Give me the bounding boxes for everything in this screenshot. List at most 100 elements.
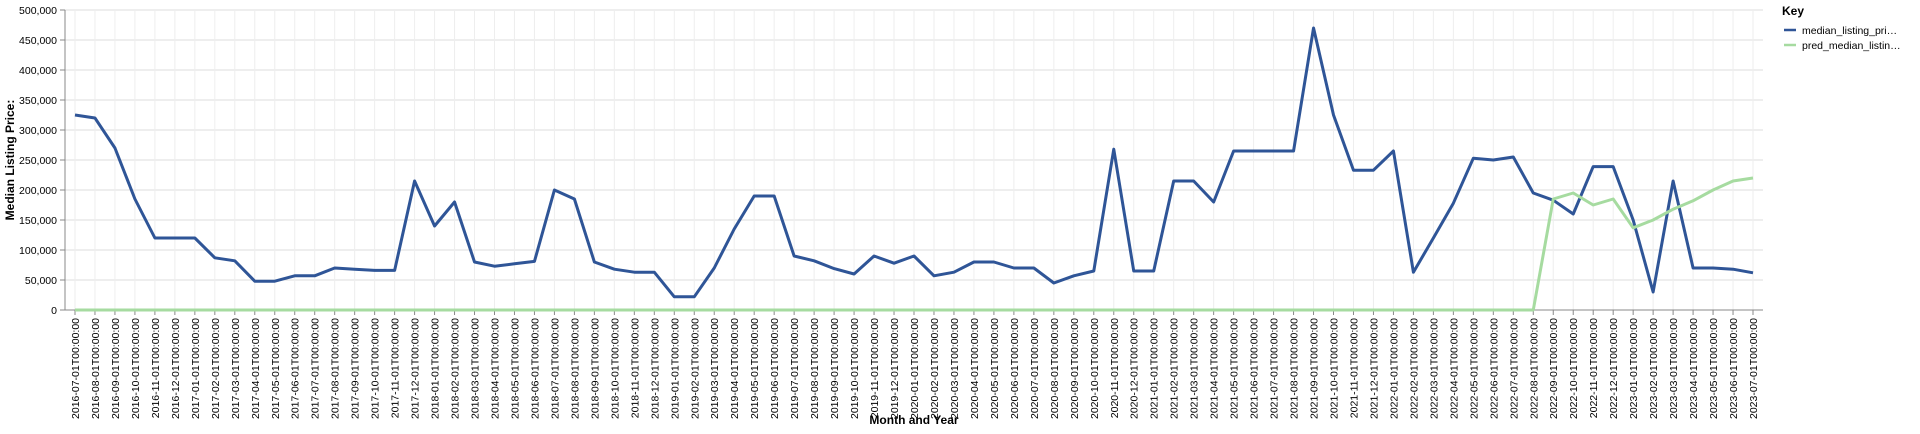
x-tick-label: 2022-12-01T00:00:00 xyxy=(1608,318,1620,419)
x-tick-label: 2018-11-01T00:00:00 xyxy=(629,318,641,418)
x-tick-label: 2019-08-01T00:00:00 xyxy=(809,318,821,419)
x-tick-label: 2023-04-01T00:00:00 xyxy=(1688,318,1700,419)
y-tick-label: 100,000 xyxy=(19,245,57,257)
x-tick-label: 2022-01-01T00:00:00 xyxy=(1388,318,1400,419)
x-tick-label: 2018-01-01T00:00:00 xyxy=(430,318,442,419)
x-tick-label: 2017-05-01T00:00:00 xyxy=(270,318,282,419)
x-tick-label: 2016-08-01T00:00:00 xyxy=(90,318,102,419)
x-tick-label: 2017-10-01T00:00:00 xyxy=(370,318,382,419)
x-tick-label: 2019-03-01T00:00:00 xyxy=(709,318,721,419)
x-tick-label: 2022-03-01T00:00:00 xyxy=(1428,318,1440,419)
x-tick-label: 2020-11-01T00:00:00 xyxy=(1109,318,1121,418)
y-tick-label: 300,000 xyxy=(19,125,57,137)
x-tick-label: 2021-01-01T00:00:00 xyxy=(1149,318,1161,419)
x-tick-label: 2020-10-01T00:00:00 xyxy=(1089,318,1101,419)
x-tick-label: 2016-07-01T00:00:00 xyxy=(70,318,82,419)
x-tick-label: 2021-07-01T00:00:00 xyxy=(1269,318,1281,419)
x-tick-label: 2020-05-01T00:00:00 xyxy=(989,318,1001,419)
y-tick-label: 200,000 xyxy=(19,185,57,197)
x-tick-label: 2019-09-01T00:00:00 xyxy=(829,318,841,419)
x-tick-label: 2019-06-01T00:00:00 xyxy=(769,318,781,419)
x-tick-label: 2021-05-01T00:00:00 xyxy=(1229,318,1241,419)
series-line xyxy=(74,176,1754,312)
x-tick-label: 2020-04-01T00:00:00 xyxy=(969,318,981,419)
x-tick-label: 2016-11-01T00:00:00 xyxy=(150,318,162,418)
x-tick-label: 2018-06-01T00:00:00 xyxy=(529,318,541,419)
x-tick-label: 2017-09-01T00:00:00 xyxy=(350,318,362,419)
y-tick-label: 0 xyxy=(51,305,57,317)
x-tick-label: 2017-12-01T00:00:00 xyxy=(410,318,422,419)
x-tick-label: 2020-07-01T00:00:00 xyxy=(1029,318,1041,419)
y-tick-label: 250,000 xyxy=(19,155,57,167)
x-tick-label: 2018-09-01T00:00:00 xyxy=(589,318,601,419)
x-tick-label: 2018-02-01T00:00:00 xyxy=(450,318,462,419)
x-tick-label: 2019-12-01T00:00:00 xyxy=(889,318,901,419)
y-tick-label: 150,000 xyxy=(19,215,57,227)
x-tick-label: 2019-05-01T00:00:00 xyxy=(749,318,761,419)
x-tick-label: 2018-05-01T00:00:00 xyxy=(509,318,521,419)
x-tick-label: 2018-08-01T00:00:00 xyxy=(569,318,581,419)
y-tick-label: 450,000 xyxy=(19,35,57,47)
y-axis-title: Median Listing Price: xyxy=(3,100,17,221)
x-tick-label: 2020-09-01T00:00:00 xyxy=(1069,318,1081,419)
x-tick-label: 2022-10-01T00:00:00 xyxy=(1568,318,1580,419)
x-tick-label: 2021-09-01T00:00:00 xyxy=(1309,318,1321,419)
x-tick-label: 2019-11-01T00:00:00 xyxy=(869,318,881,418)
x-tick-label: 2022-07-01T00:00:00 xyxy=(1508,318,1520,419)
x-tick-label: 2017-04-01T00:00:00 xyxy=(250,318,262,419)
x-tick-label: 2020-12-01T00:00:00 xyxy=(1129,318,1141,419)
x-tick-label: 2016-10-01T00:00:00 xyxy=(130,318,142,419)
x-tick-label: 2018-07-01T00:00:00 xyxy=(549,318,561,419)
x-tick-label: 2017-11-01T00:00:00 xyxy=(390,318,402,418)
x-tick-label: 2017-08-01T00:00:00 xyxy=(330,318,342,419)
x-tick-label: 2016-12-01T00:00:00 xyxy=(170,318,182,419)
x-tick-label: 2019-04-01T00:00:00 xyxy=(729,318,741,419)
x-tick-label: 2022-02-01T00:00:00 xyxy=(1408,318,1420,419)
x-tick-label: 2017-01-01T00:00:00 xyxy=(190,318,202,419)
x-tick-label: 2021-02-01T00:00:00 xyxy=(1169,318,1181,419)
x-tick-label: 2020-01-01T00:00:00 xyxy=(909,318,921,419)
x-tick-label: 2020-08-01T00:00:00 xyxy=(1049,318,1061,419)
x-tick-label: 2017-02-01T00:00:00 xyxy=(210,318,222,419)
x-tick-label: 2021-11-01T00:00:00 xyxy=(1348,318,1360,418)
x-tick-label: 2016-09-01T00:00:00 xyxy=(110,318,122,419)
y-tick-label: 50,000 xyxy=(25,275,57,287)
x-tick-label: 2020-06-01T00:00:00 xyxy=(1009,318,1021,419)
x-tick-label: 2017-03-01T00:00:00 xyxy=(230,318,242,419)
x-tick-label: 2020-02-01T00:00:00 xyxy=(929,318,941,419)
x-tick-label: 2018-12-01T00:00:00 xyxy=(649,318,661,419)
x-tick-label: 2022-11-01T00:00:00 xyxy=(1588,318,1600,418)
legend-label: median_listing_pri… xyxy=(1802,25,1897,37)
x-tick-label: 2018-04-01T00:00:00 xyxy=(489,318,501,419)
x-tick-label: 2022-04-01T00:00:00 xyxy=(1448,318,1460,419)
y-tick-label: 350,000 xyxy=(19,95,57,107)
x-tick-label: 2017-06-01T00:00:00 xyxy=(290,318,302,419)
x-tick-label: 2023-02-01T00:00:00 xyxy=(1648,318,1660,419)
x-tick-label: 2021-08-01T00:00:00 xyxy=(1289,318,1301,419)
x-tick-label: 2020-03-01T00:00:00 xyxy=(949,318,961,419)
y-tick-label: 500,000 xyxy=(19,5,57,17)
x-tick-label: 2023-01-01T00:00:00 xyxy=(1628,318,1640,419)
x-tick-label: 2022-09-01T00:00:00 xyxy=(1548,318,1560,419)
x-tick-label: 2021-04-01T00:00:00 xyxy=(1209,318,1221,419)
y-tick-label: 400,000 xyxy=(19,65,57,77)
x-axis-title: Month and Year xyxy=(869,413,958,427)
x-tick-label: 2023-05-01T00:00:00 xyxy=(1708,318,1720,419)
series-line xyxy=(74,26,1754,299)
x-tick-label: 2019-02-01T00:00:00 xyxy=(689,318,701,419)
x-tick-label: 2022-06-01T00:00:00 xyxy=(1488,318,1500,419)
x-tick-label: 2018-10-01T00:00:00 xyxy=(609,318,621,419)
x-tick-label: 2019-07-01T00:00:00 xyxy=(789,318,801,419)
x-tick-label: 2023-03-01T00:00:00 xyxy=(1668,318,1680,419)
x-tick-label: 2019-10-01T00:00:00 xyxy=(849,318,861,419)
x-tick-label: 2021-06-01T00:00:00 xyxy=(1249,318,1261,419)
x-tick-label: 2019-01-01T00:00:00 xyxy=(669,318,681,419)
x-tick-label: 2018-03-01T00:00:00 xyxy=(470,318,482,419)
legend-label: pred_median_listin… xyxy=(1802,40,1901,52)
x-tick-label: 2021-10-01T00:00:00 xyxy=(1329,318,1341,419)
x-tick-label: 2023-06-01T00:00:00 xyxy=(1728,318,1740,419)
x-tick-label: 2022-05-01T00:00:00 xyxy=(1468,318,1480,419)
x-tick-label: 2021-03-01T00:00:00 xyxy=(1189,318,1201,419)
legend-title: Key xyxy=(1782,4,1804,18)
